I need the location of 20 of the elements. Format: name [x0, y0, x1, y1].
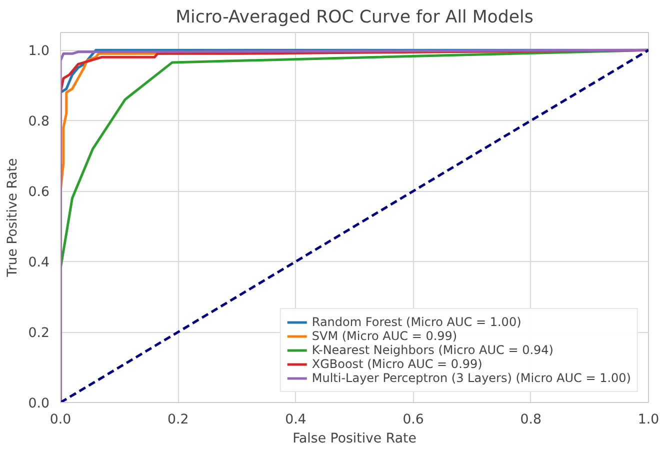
text: 1.0	[28, 44, 50, 60]
y-tick-label: 0.2	[28, 326, 50, 342]
text: 0.0	[50, 412, 72, 428]
y-axis-title: True Positive Rate	[5, 158, 20, 278]
x-tick-label: 0.8	[520, 412, 542, 428]
x-tick-label: 0.4	[285, 412, 306, 428]
legend-label: SVM (Micro AUC = 0.99)	[312, 329, 458, 343]
y-tick-label: 0.8	[28, 114, 50, 130]
x-tick-label: 0.2	[168, 412, 189, 428]
legend-label: Random Forest (Micro AUC = 1.00)	[312, 315, 522, 329]
text: 0.0	[28, 396, 50, 412]
x-axis-title: False Positive Rate	[292, 432, 416, 446]
text: 1.0	[638, 412, 660, 428]
y-tick-label: 0.4	[28, 256, 50, 271]
legend-label: XGBoost (Micro AUC = 0.99)	[312, 357, 482, 371]
legend-label: Multi-Layer Perceptron (3 Layers) (Micro AUC = 1.00)	[312, 371, 631, 385]
legend-label: K-Nearest Neighbors (Micro AUC = 0.94)	[312, 343, 554, 357]
x-tick-label: 0.6	[402, 412, 424, 428]
y-tick-label: 0.6	[28, 185, 50, 200]
chart-title: Micro-Averaged ROC Curve for All Models	[176, 8, 534, 28]
